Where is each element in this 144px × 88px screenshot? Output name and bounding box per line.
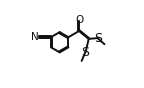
Text: N: N xyxy=(31,32,38,42)
Text: O: O xyxy=(75,15,83,25)
Text: S: S xyxy=(94,32,102,45)
Text: S: S xyxy=(82,46,90,59)
